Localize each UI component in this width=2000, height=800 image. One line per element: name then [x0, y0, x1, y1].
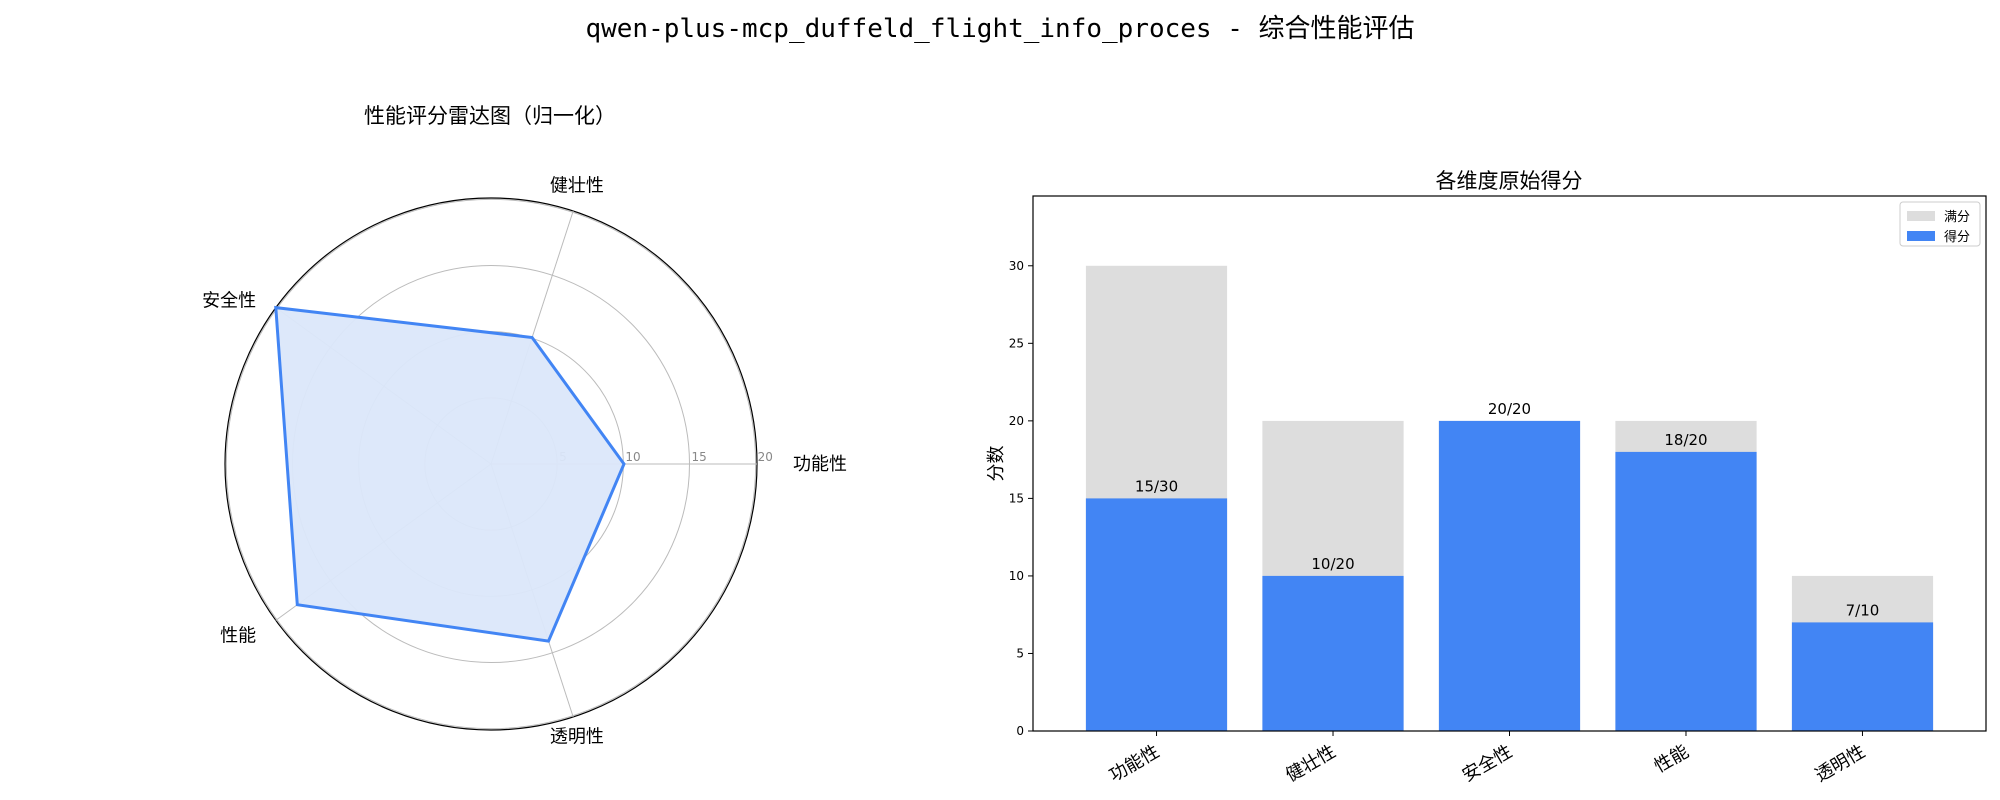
bar-y-tick-label: 25 [1009, 336, 1024, 350]
bar-data-label: 20/20 [1488, 400, 1531, 418]
bar-y-tick-label: 5 [1016, 646, 1024, 660]
bar-data-label: 7/10 [1846, 601, 1880, 619]
radar-category-label: 透明性 [550, 726, 604, 747]
legend-swatch [1907, 231, 1935, 241]
bar-data-label: 10/20 [1311, 555, 1354, 573]
radar-category-label: 性能 [220, 625, 256, 646]
bar-data-label: 18/20 [1664, 431, 1707, 449]
bar-score [1085, 498, 1228, 731]
bar-score [1791, 622, 1934, 731]
bar-data-label: 15/30 [1135, 477, 1178, 495]
radar-title: 性能评分雷达图（归一化） [364, 104, 616, 128]
bar-y-tick-label: 30 [1009, 259, 1024, 273]
bar-x-tick-label: 功能性 [1106, 741, 1163, 786]
radar-category-label: 功能性 [793, 454, 847, 475]
radar-category-label: 安全性 [202, 291, 256, 312]
bar-y-tick-label: 15 [1009, 491, 1024, 505]
legend-swatch [1907, 211, 1935, 221]
bar-y-axis-label: 分数 [986, 446, 1007, 482]
radar-category-label: 健壮性 [550, 176, 604, 197]
bar-marks: 15/30 10/20 20/20 18/20 7/10 [1085, 265, 1934, 731]
bar-x-tick-label: 性能 [1651, 741, 1693, 777]
bar-chart: 各维度原始得分 分数 15/30 10/20 20/20 18/20 7/10 0 5 10… [986, 169, 1987, 786]
bar-score [1262, 575, 1404, 731]
bar-x-tick-label: 安全性 [1459, 741, 1516, 786]
bar-y-tick-label: 10 [1009, 569, 1024, 583]
bar-x-tick-label: 健壮性 [1282, 741, 1339, 786]
radar-radial-tick-label: 20 [758, 450, 773, 464]
figure-title: qwen-plus-mcp_duffeld_flight_info_proces… [585, 14, 1414, 44]
radar-radial-tick-label: 10 [625, 450, 640, 464]
bar-title: 各维度原始得分 [1436, 169, 1583, 193]
radar-series [274, 305, 626, 643]
radar-radial-tick-label: 15 [692, 450, 707, 464]
radar-area [274, 305, 626, 643]
bar-y-tick-label: 20 [1009, 414, 1024, 428]
legend-label: 满分 [1944, 210, 1970, 225]
bar-x-tick-label: 透明性 [1812, 741, 1869, 786]
bar-score [1438, 420, 1581, 731]
legend-label: 得分 [1944, 229, 1970, 245]
bar-score [1615, 451, 1757, 731]
bar-y-tick-label: 0 [1016, 724, 1024, 738]
